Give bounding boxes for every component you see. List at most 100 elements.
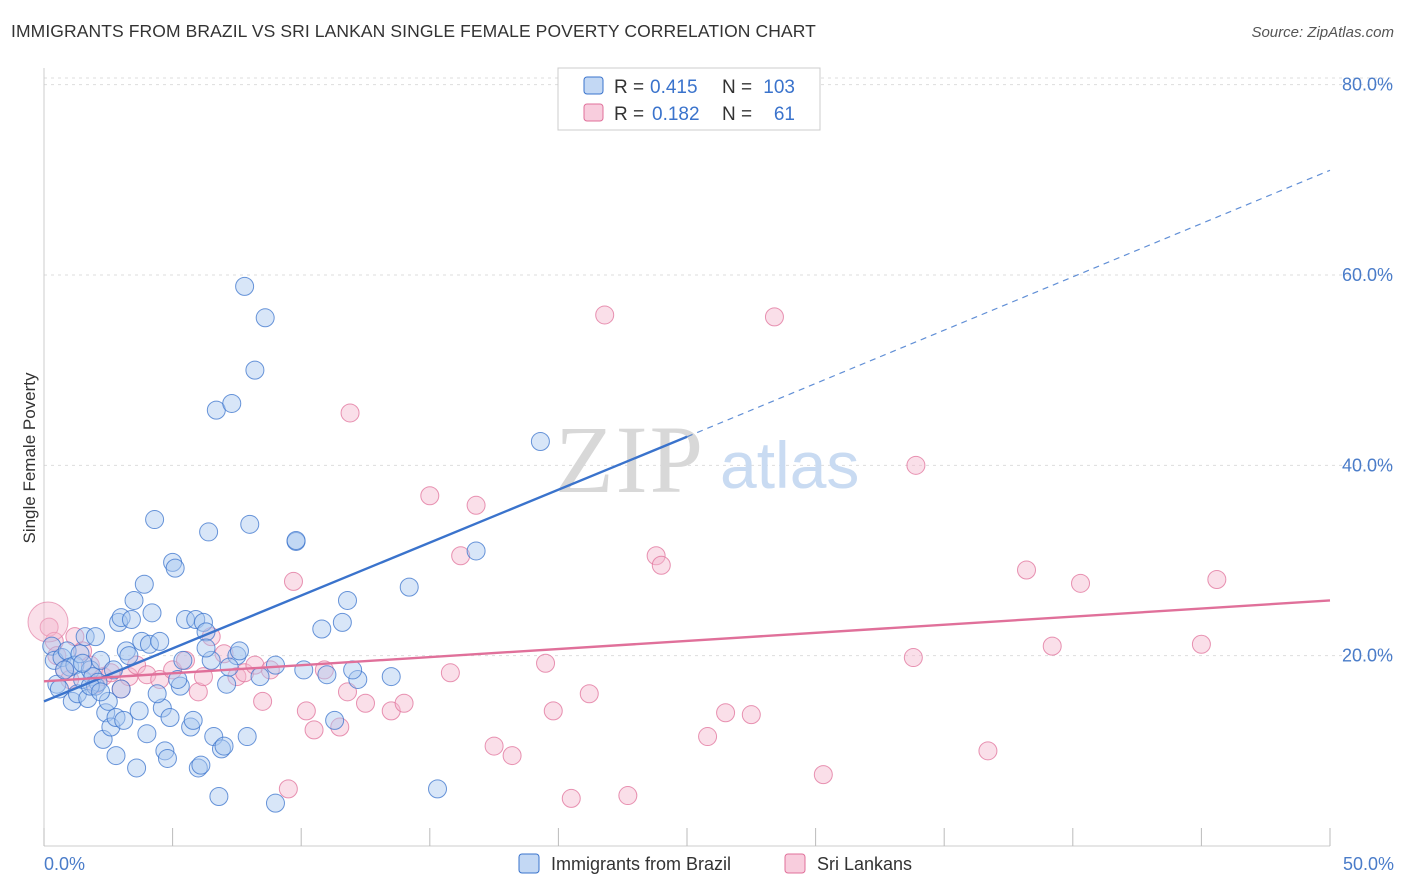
point-brazil-35 (129, 701, 149, 721)
y-axis-title: Single Female Poverty (20, 372, 39, 544)
point-brazil-60 (201, 650, 221, 670)
point-brazil-38 (137, 724, 157, 744)
point-brazil-26 (106, 746, 126, 766)
point-brazil-85 (348, 669, 368, 689)
x-tick-label-1: 50.0% (1343, 854, 1394, 874)
legend-swatch-pink (583, 103, 604, 122)
point-sri-lankans-29 (296, 701, 316, 721)
point-brazil-99 (196, 638, 216, 658)
point-brazil-33 (124, 590, 144, 610)
legend-n-value-0: 103 (763, 77, 795, 98)
point-brazil-53 (183, 710, 203, 730)
trend-lines (43, 169, 1331, 703)
point-sri-lankans-51 (651, 555, 671, 575)
point-brazil-89 (466, 541, 486, 561)
bottom-legend-swatch-brazil (518, 853, 540, 874)
x-tick-label-0: 0.0% (44, 854, 85, 874)
point-brazil-101 (265, 655, 285, 675)
point-brazil-82 (325, 710, 345, 730)
legend-r-label-0: R = (614, 77, 644, 98)
point-sri-lankans-57 (903, 648, 923, 668)
point-sri-lankans-32 (330, 717, 350, 737)
point-brazil-94 (55, 660, 75, 680)
point-brazil-66 (217, 674, 237, 694)
point-brazil-100 (219, 657, 239, 677)
point-sri-lankans-54 (741, 705, 761, 725)
legend-r-value-1: 0.182 (652, 104, 700, 125)
point-brazil-80 (312, 619, 332, 639)
point-sri-lankans-52 (698, 727, 718, 747)
point-brazil-69 (229, 641, 249, 661)
point-sri-lankans-48 (595, 305, 615, 325)
watermark: ZIP atlas (555, 406, 859, 513)
point-sri-lankans-30 (304, 720, 324, 740)
point-brazil-78 (286, 530, 306, 550)
point-sri-lankans-64 (1207, 570, 1227, 590)
point-sri-lankans-46 (561, 788, 581, 808)
point-brazil-44 (155, 741, 175, 761)
legend-n-label-1: N = (722, 104, 752, 125)
point-brazil-74 (250, 667, 270, 687)
point-brazil-102 (343, 660, 363, 680)
point-brazil-40 (142, 603, 162, 623)
point-brazil-59 (199, 522, 219, 542)
point-brazil-21 (96, 703, 116, 723)
point-sri-lankans-49 (618, 786, 638, 806)
point-brazil-90 (530, 432, 550, 452)
point-brazil-75 (255, 308, 275, 328)
point-sri-lankans-0 (39, 617, 59, 637)
point-sri-lankans-55 (764, 307, 784, 327)
point-brazil-43 (152, 698, 172, 718)
y-tick-label-1: 40.0% (1342, 455, 1393, 475)
point-brazil-32 (121, 609, 141, 629)
trend-line-brazil (43, 435, 688, 703)
point-brazil-65 (214, 736, 234, 756)
point-brazil-86 (381, 667, 401, 687)
point-sri-lankans-50 (646, 546, 666, 566)
y-tick-label-0: 20.0% (1342, 646, 1393, 666)
point-brazil-76 (265, 793, 285, 813)
point-brazil-67 (222, 393, 242, 413)
point-sri-lankans-41 (466, 495, 486, 515)
point-brazil-72 (240, 514, 260, 534)
y-tick-label-2: 60.0% (1342, 265, 1393, 285)
point-brazil-46 (160, 708, 180, 728)
point-brazil-87 (399, 577, 419, 597)
point-brazil-50 (173, 650, 193, 670)
bottom-legend-swatch-sri-lankans (784, 853, 806, 874)
point-brazil-95 (73, 653, 93, 673)
point-brazil-54 (186, 609, 206, 629)
point-brazil-31 (119, 646, 139, 666)
point-brazil-73 (245, 360, 265, 380)
point-sri-lankans-42 (484, 736, 504, 756)
point-sri-lankans-33 (337, 682, 357, 702)
y-tick-label-3: 80.0% (1342, 75, 1393, 95)
point-brazil-96 (111, 679, 131, 699)
point-brazil-17 (85, 627, 105, 647)
point-brazil-20 (93, 729, 113, 749)
legend-n-label-0: N = (722, 77, 752, 98)
points-sri-lankans (27, 305, 1227, 808)
legend-swatch-blue (583, 76, 604, 95)
point-brazil-98 (168, 669, 188, 689)
point-brazil-97 (147, 684, 167, 704)
point-sri-lankans-24 (245, 655, 265, 675)
point-brazil-25 (106, 708, 126, 728)
point-brazil-55 (188, 758, 208, 778)
point-sri-lankans-40 (451, 546, 471, 566)
point-sri-lankans-28 (283, 571, 303, 591)
point-brazil-34 (127, 758, 147, 778)
point-sri-lankans-39 (440, 663, 460, 683)
point-brazil-12 (75, 627, 95, 647)
bottom-legend: Immigrants from Brazil Sri Lankans (518, 853, 912, 874)
point-sri-lankans-56 (813, 765, 833, 785)
point-brazil-64 (211, 739, 231, 759)
point-brazil-63 (209, 787, 229, 807)
point-sri-lankans-18 (188, 682, 208, 702)
point-sri-lankans-58 (906, 455, 926, 475)
point-brazil-42 (150, 631, 170, 651)
trend-line-brazil-extension (686, 169, 1331, 438)
point-sri-lankans-62 (1071, 573, 1091, 593)
legend-n-value-1: 61 (774, 104, 795, 125)
point-sri-lankans-59 (978, 741, 998, 761)
